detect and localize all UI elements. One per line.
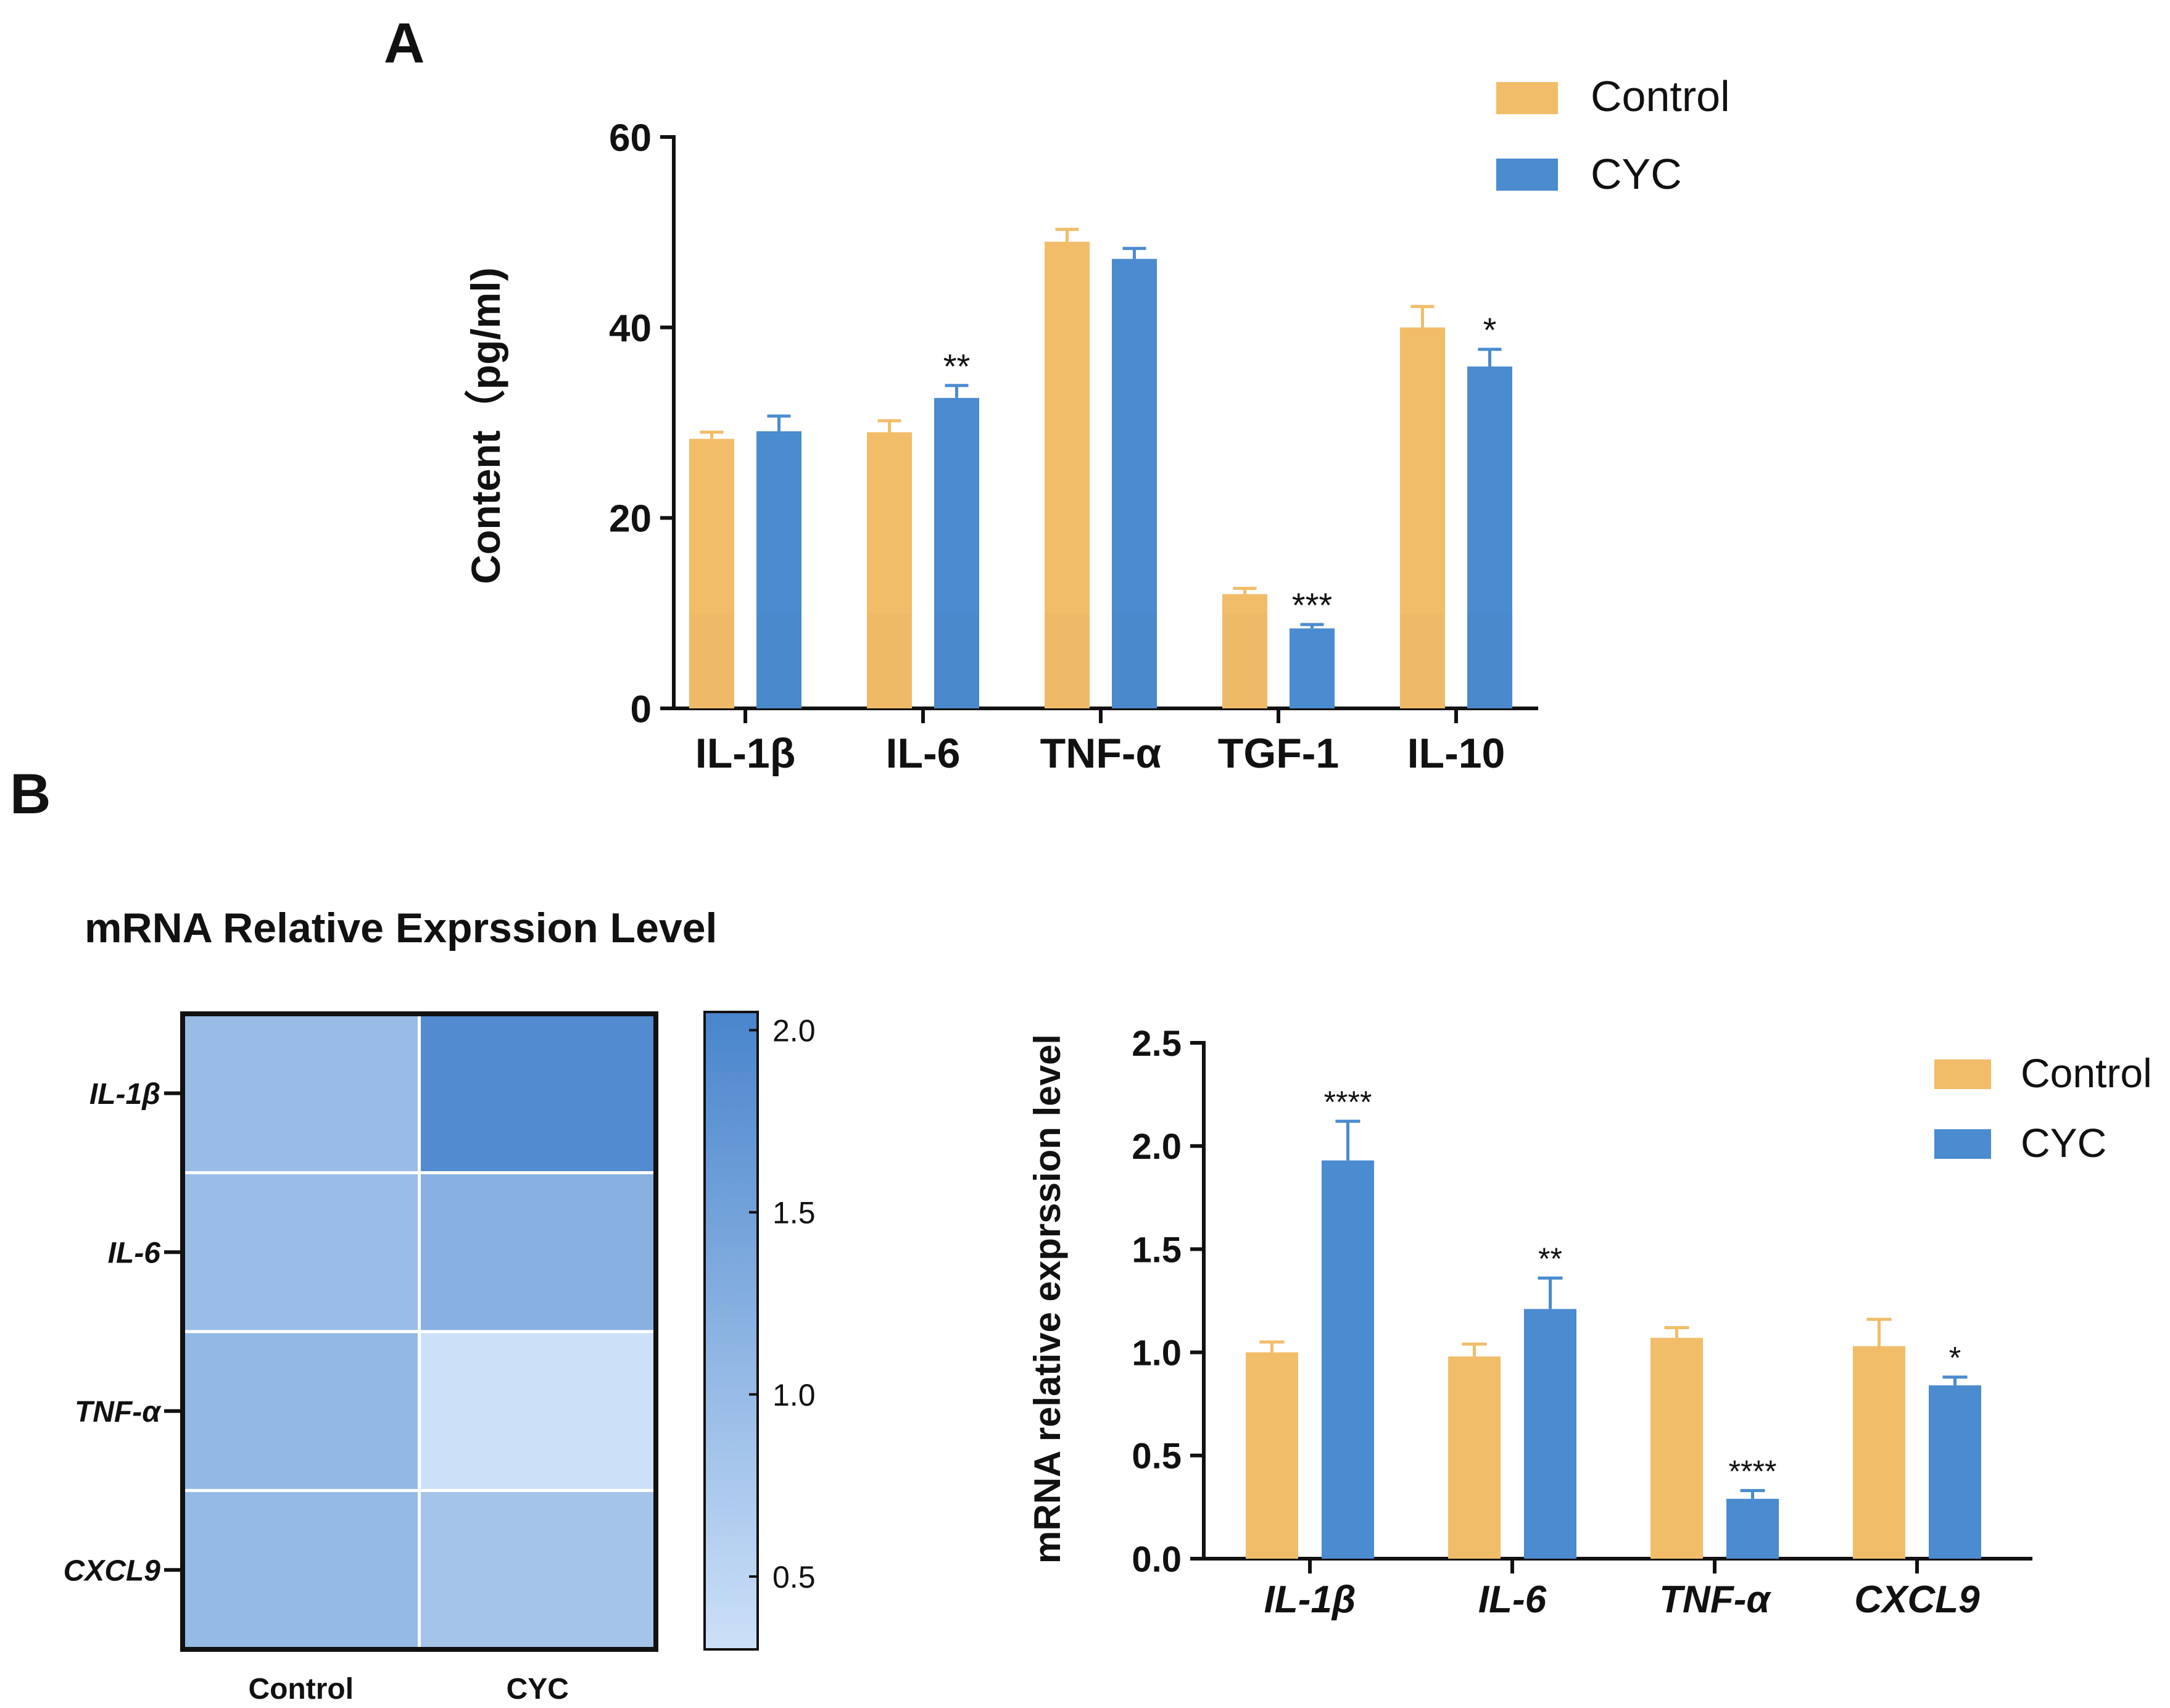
legend-label-control: Control (2021, 1050, 2152, 1096)
heatmap-cell-il-1-cyc (418, 1012, 658, 1174)
colorbar-tick-label: 0.5 (772, 1560, 816, 1594)
bar-shade-control-tnf (1045, 613, 1090, 708)
bar-shade-control-tgf-1 (1222, 613, 1267, 708)
bar-shade-cyc-tnf (1112, 613, 1157, 708)
heatmap-cell-tnf-control (181, 1330, 421, 1492)
bar-control-il-6 (1448, 1356, 1501, 1559)
y-tick-label: 1.5 (1132, 1230, 1182, 1270)
y-tick-label: 2.0 (1132, 1127, 1182, 1167)
x-tick-label-il-1: IL-1β (695, 730, 795, 777)
legend-swatch-cyc (1496, 159, 1558, 191)
bar-cyc-cxcl9 (1929, 1385, 1981, 1559)
y-tick-label: 1.0 (1132, 1333, 1182, 1373)
significance-cxcl9: * (1949, 1341, 1961, 1375)
panel-a-legend: Control CYC (1496, 72, 1730, 198)
y-tick-label: 2.5 (1132, 1024, 1182, 1064)
colorbar-tick-label: 2.0 (772, 1014, 816, 1048)
y-tick-label: 20 (609, 498, 652, 541)
x-tick-label-il-10: IL-10 (1407, 730, 1505, 777)
bar-cyc-il-1 (1322, 1160, 1374, 1559)
heatmap-column-label-control: Control (248, 1673, 354, 1706)
x-tick-label-il-6: IL-6 (1478, 1578, 1547, 1621)
bar-shade-cyc-il-1 (756, 613, 801, 708)
legend-swatch-control (1934, 1059, 1991, 1089)
colorbar (703, 1011, 759, 1651)
x-tick-label-cxcl9: CXCL9 (1854, 1578, 1980, 1621)
bar-control-tnf (1650, 1338, 1703, 1559)
bar-shade-control-il-6 (867, 613, 912, 708)
significance-il-6: ** (943, 347, 971, 386)
heatmap-row-label-tnf: TNF-α (75, 1396, 162, 1428)
bar-shade-cyc-il-6 (934, 613, 979, 708)
heatmap-cell-il-1-control (181, 1012, 421, 1174)
panel-a-y-axis-label: Content（pg/ml) (463, 267, 508, 584)
bar-shade-control-il-10 (1400, 613, 1445, 708)
x-tick-label-tgf-1: TGF-1 (1218, 730, 1339, 777)
panel-b-bar-chart: mRNA relative exprssion level Control CY… (1027, 1024, 2152, 1621)
y-tick-label: 60 (609, 117, 652, 159)
bar-shade-control-il-1 (689, 613, 734, 708)
x-tick-label-tnf: TNF-α (1040, 730, 1162, 777)
legend-swatch-cyc (1934, 1129, 1991, 1159)
x-tick-label-tnf: TNF-α (1659, 1578, 1771, 1621)
bar-cyc-tnf (1726, 1499, 1779, 1559)
colorbar-tick-label: 1.0 (772, 1378, 816, 1412)
heatmap-row-label-il-1: IL-1β (89, 1078, 160, 1111)
panel-b-letter: B (10, 763, 51, 826)
bar-shade-cyc-il-10 (1467, 613, 1512, 708)
significance-il-10: * (1483, 310, 1497, 349)
heatmap-cell-cxcl9-cyc (418, 1489, 658, 1651)
significance-il-6: ** (1538, 1242, 1562, 1276)
legend-label-control: Control (1591, 72, 1730, 120)
heatmap-row-label-cxcl9: CXCL9 (64, 1554, 161, 1587)
panel-b-legend: Control CYC (1934, 1050, 2152, 1166)
bar-cyc-tgf-1 (1290, 628, 1335, 708)
heatmap-row-label-il-6: IL-6 (108, 1237, 161, 1269)
heatmap-column-label-cyc: CYC (507, 1673, 569, 1706)
heatmap-cell-il-6-control (181, 1171, 421, 1333)
y-tick-label: 0.0 (1132, 1540, 1182, 1580)
heatmap-cell-cxcl9-control (181, 1489, 421, 1651)
bar-control-cxcl9 (1853, 1346, 1905, 1559)
panel-a-bar-chart: Content（pg/ml) Control CYC 0 20 40 60 IL-1β *… (463, 72, 1730, 777)
heatmap-cell-il-6-cyc (418, 1171, 658, 1333)
y-tick-label: 40 (609, 307, 652, 350)
colorbar-tick-label: 1.5 (772, 1196, 816, 1230)
panel-b-y-axis-label: mRNA relative exprssion level (1027, 1034, 1068, 1564)
legend-label-cyc: CYC (1591, 150, 1682, 198)
x-tick-label-il-1: IL-1β (1264, 1578, 1356, 1621)
y-tick-label: 0 (631, 688, 652, 731)
significance-tnf: **** (1729, 1454, 1777, 1489)
significance-il-1: **** (1324, 1085, 1372, 1119)
heatmap-frame (180, 1011, 658, 1652)
heatmap-title: mRNA Relative Exprssion Level (85, 905, 717, 951)
bar-control-il-1 (1246, 1352, 1298, 1559)
legend-swatch-control (1496, 82, 1558, 114)
panel-a-letter: A (384, 12, 424, 75)
bar-cyc-il-6 (1524, 1309, 1576, 1559)
legend-label-cyc: CYC (2021, 1120, 2106, 1166)
y-tick-label: 0.5 (1132, 1436, 1182, 1477)
heatmap-cell-tnf-cyc (418, 1330, 658, 1492)
significance-tgf-1: *** (1292, 586, 1332, 624)
panel-b-heatmap: mRNA Relative Exprssion Level IL-1β IL-6 T… (64, 905, 816, 1706)
x-tick-label-il-6: IL-6 (886, 730, 961, 777)
